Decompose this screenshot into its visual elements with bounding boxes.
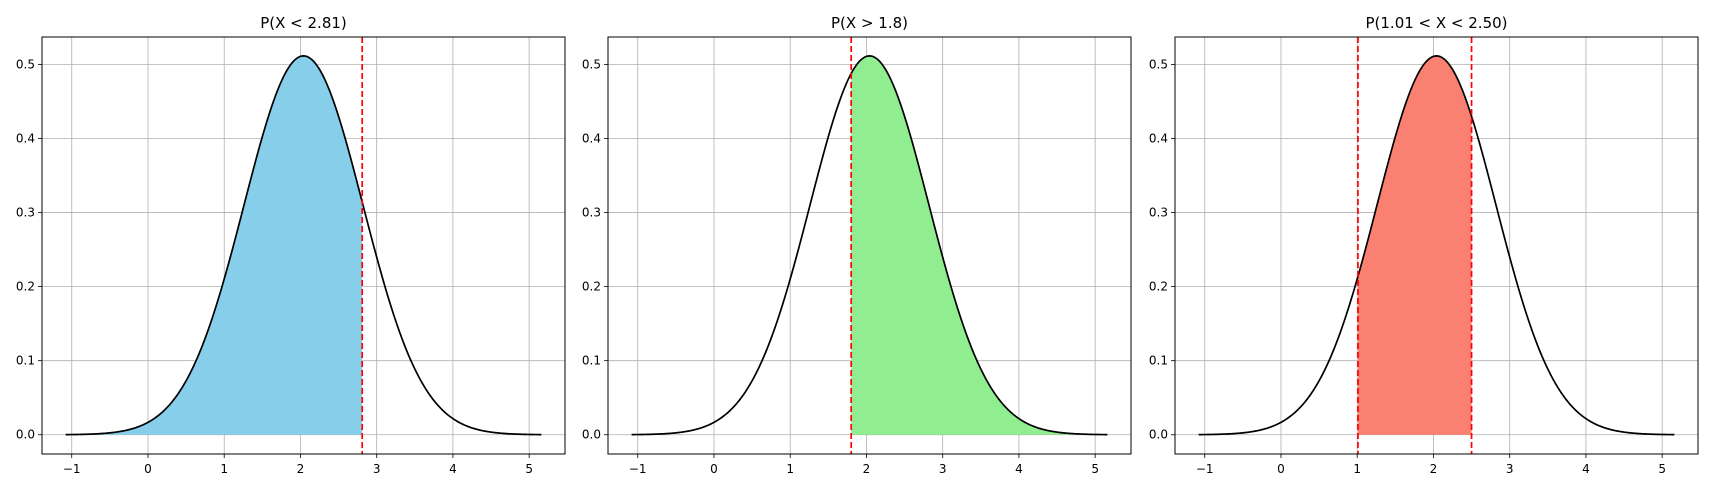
y-tick-label: 0.5 [582,57,601,71]
x-tick-label: 4 [1015,462,1023,476]
y-tick-label: 0.2 [16,280,35,294]
x-tick-label: 4 [449,462,457,476]
y-tick-label: 0.2 [582,280,601,294]
y-tick-label: 0.3 [16,206,35,220]
y-tick-label: 0.5 [16,57,35,71]
x-tick-label: −1 [1196,462,1214,476]
axes-frame [607,36,1132,455]
x-tick-label: 5 [1658,462,1666,476]
subplot-interval-between: −1 0 1 2 3 4 5 0.0 0.1 0.2 0.3 0.4 0.5 P(1.01 < X < 2… [1149,14,1699,476]
x-tick-label: −1 [63,462,81,476]
x-tick-label: 2 [863,462,871,476]
x-tick-label: 3 [373,462,381,476]
axes-frame [41,36,566,455]
x-tick-label: 0 [144,462,152,476]
y-tick-label: 0.3 [1149,206,1168,220]
x-tick-label: 3 [939,462,947,476]
chart-title: P(X < 2.81) [260,14,347,32]
chart-title: P(X > 1.8) [831,14,908,32]
x-tick-label: 0 [710,462,718,476]
shaded-probability-area [65,55,363,435]
x-tick-label: 1 [220,462,228,476]
y-tick-label: 0.1 [16,354,35,368]
x-tick-label: −1 [629,462,647,476]
subplot-survival-above: −1 0 1 2 3 4 5 0.0 0.1 0.2 0.3 0.4 0.5 P(X > 1.8) [582,14,1132,476]
chart-title: P(1.01 < X < 2.50) [1365,14,1507,32]
y-tick-label: 0.4 [16,131,35,145]
axes-frame [1174,36,1699,455]
y-tick-label: 0.0 [16,428,35,442]
y-tick-label: 0.5 [1149,57,1168,71]
x-tick-label: 2 [297,462,305,476]
x-tick-label: 4 [1582,462,1590,476]
x-tick-label: 1 [786,462,794,476]
y-tick-label: 0.4 [1149,131,1168,145]
density-curve [631,55,1108,436]
y-tick-label: 0.4 [582,131,601,145]
y-tick-label: 0.1 [582,354,601,368]
x-tick-label: 0 [1277,462,1285,476]
y-tick-label: 0.0 [582,428,601,442]
shaded-probability-area [851,55,1108,435]
x-tick-label: 1 [1353,462,1361,476]
y-tick-label: 0.0 [1149,428,1168,442]
shaded-probability-area [1357,55,1472,435]
y-tick-label: 0.1 [1149,354,1168,368]
density-curve [65,55,542,436]
x-tick-label: 2 [1430,462,1438,476]
y-tick-label: 0.2 [1149,280,1168,294]
subplot-cdf-below: −1 0 1 2 3 4 5 0.0 0.1 0.2 0.3 0.4 0.5 P(X < 2.81) [16,14,566,476]
x-tick-label: 3 [1506,462,1514,476]
x-tick-label: 5 [1091,462,1099,476]
density-curve [1198,55,1675,436]
x-tick-label: 5 [525,462,533,476]
y-tick-label: 0.3 [582,206,601,220]
